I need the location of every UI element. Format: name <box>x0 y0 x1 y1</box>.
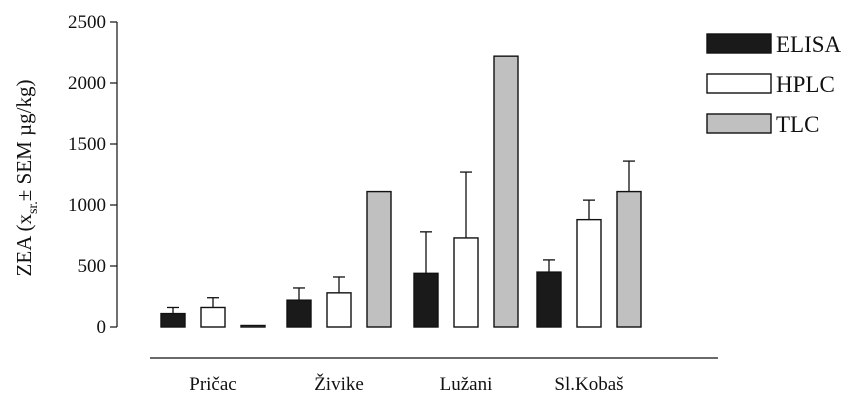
bar-tlc-1 <box>366 190 392 328</box>
bar-elisa-3 <box>536 271 562 328</box>
legend-label-tlc: TLC <box>776 112 819 137</box>
y-tick-label: 1500 <box>68 134 106 155</box>
legend: ELISA HPLC TLC <box>706 32 842 137</box>
y-tick-label: 1000 <box>68 195 106 216</box>
y-tick-label: 2500 <box>68 12 106 33</box>
y-axis: 0 500 1000 1500 2000 2500 <box>68 12 118 338</box>
y-label-symbol: ± <box>12 190 36 202</box>
legend-swatch-elisa <box>706 33 772 54</box>
y-axis-label: ZEA (xsr.± SEM µg/kg) <box>12 80 41 277</box>
y-label-subscript: sr. <box>26 201 41 214</box>
x-category-label: Lužani <box>440 374 493 395</box>
bars-group <box>160 55 642 328</box>
x-category-label: Živike <box>314 373 364 395</box>
y-label-rest: SEM µg/kg) <box>12 80 36 190</box>
y-tick-label: 0 <box>97 317 107 338</box>
bar-elisa-0 <box>160 312 186 328</box>
bar-hplc-2 <box>453 237 479 328</box>
bar-hplc-0 <box>200 306 226 328</box>
y-tick-label: 2000 <box>68 73 106 94</box>
y-tick-label: 500 <box>78 256 107 277</box>
bar-elisa-2 <box>413 272 439 328</box>
legend-swatch-hplc <box>706 73 772 94</box>
legend-label-hplc: HPLC <box>776 72 835 97</box>
bar-hplc-3 <box>576 218 602 328</box>
x-axis: Pričac Živike Lužani Sl.Kobaš <box>150 357 718 395</box>
legend-label-elisa: ELISA <box>776 32 842 57</box>
x-category-label: Sl.Kobaš <box>554 374 623 395</box>
bar-tlc-0 <box>240 324 266 328</box>
bar-tlc-3 <box>616 190 642 328</box>
x-category-label: Pričac <box>189 374 236 395</box>
y-label-main: ZEA (x <box>12 214 36 277</box>
bar-tlc-2 <box>493 55 519 328</box>
bar-elisa-1 <box>286 299 312 328</box>
bar-hplc-1 <box>326 292 352 328</box>
legend-swatch-tlc <box>706 113 772 134</box>
